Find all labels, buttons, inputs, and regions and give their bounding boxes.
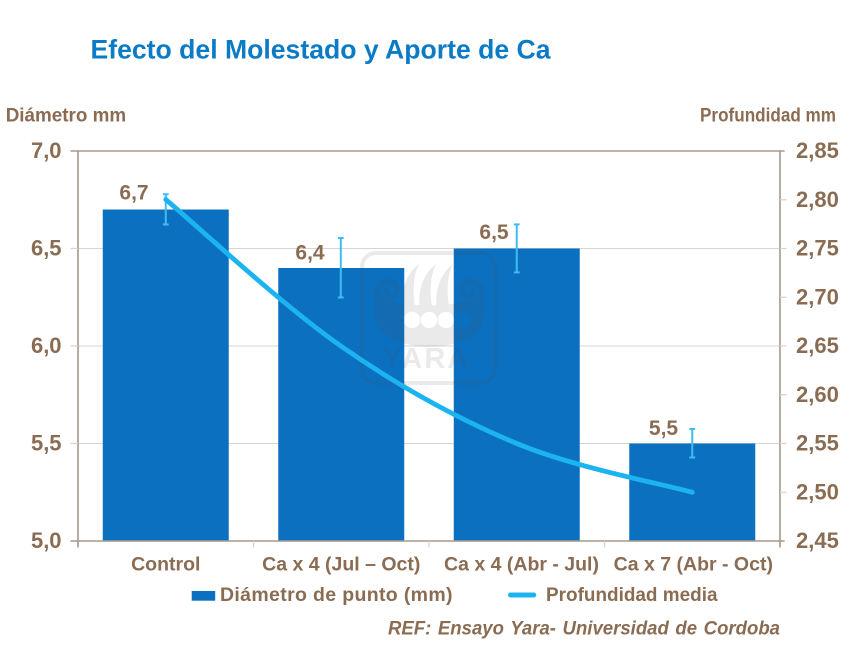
svg-text:6,0: 6,0 xyxy=(31,333,62,358)
svg-text:Efecto del Molestado y Aporte: Efecto del Molestado y Aporte de Ca xyxy=(91,35,551,65)
svg-text:2,80: 2,80 xyxy=(796,187,839,212)
svg-text:2,70: 2,70 xyxy=(796,284,839,309)
svg-text:YARA: YARA xyxy=(383,343,471,375)
svg-text:2,75: 2,75 xyxy=(796,236,839,261)
svg-text:Diámetro de punto (mm): Diámetro de punto (mm) xyxy=(220,584,453,606)
svg-text:Control: Control xyxy=(131,554,200,576)
svg-text:Diámetro mm: Diámetro mm xyxy=(6,105,127,127)
svg-text:6,7: 6,7 xyxy=(119,182,148,205)
svg-text:Profundidad media: Profundidad media xyxy=(546,584,718,606)
svg-text:2,55: 2,55 xyxy=(796,431,839,456)
svg-text:2,60: 2,60 xyxy=(796,382,839,407)
svg-text:Ca x 4 (Abr - Jul): Ca x 4 (Abr - Jul) xyxy=(444,554,599,576)
svg-text:2,65: 2,65 xyxy=(796,333,839,358)
svg-text:REF: Ensayo Yara- Universidad: REF: Ensayo Yara- Universidad de Cordoba xyxy=(388,618,780,640)
svg-text:Ca x 4 (Jul – Oct): Ca x 4 (Jul – Oct) xyxy=(262,554,420,576)
svg-text:2,50: 2,50 xyxy=(796,479,839,504)
svg-text:6,5: 6,5 xyxy=(479,221,509,244)
svg-text:6,4: 6,4 xyxy=(295,242,325,265)
svg-text:2,85: 2,85 xyxy=(796,138,839,163)
svg-text:6,5: 6,5 xyxy=(31,236,62,261)
svg-text:Profundidad mm: Profundidad mm xyxy=(700,105,836,127)
svg-text:5,0: 5,0 xyxy=(31,528,62,553)
svg-text:5,5: 5,5 xyxy=(649,417,679,440)
svg-text:7,0: 7,0 xyxy=(31,138,62,163)
svg-text:Ca x 7 (Abr - Oct): Ca x 7 (Abr - Oct) xyxy=(614,554,773,576)
svg-text:2,45: 2,45 xyxy=(796,528,839,553)
svg-text:5,5: 5,5 xyxy=(31,431,62,456)
